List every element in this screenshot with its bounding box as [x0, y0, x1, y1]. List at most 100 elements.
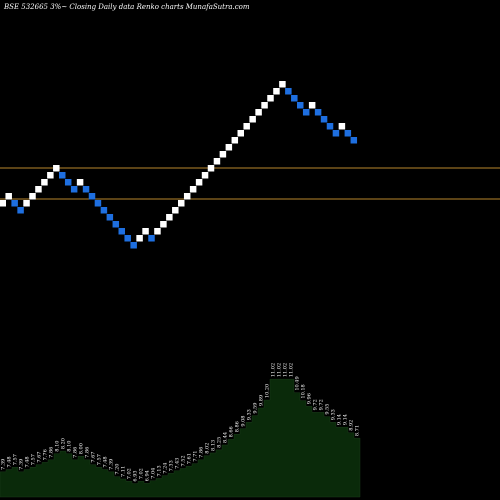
renko-brick	[94, 200, 102, 207]
volume-data-label: 10.20	[265, 384, 271, 398]
volume-data-label: 8.44	[223, 432, 229, 443]
renko-brick	[195, 179, 203, 186]
renko-brick	[23, 200, 30, 207]
renko-brick	[35, 186, 42, 193]
renko-brick	[201, 172, 209, 179]
volume-data-label: 10.49	[295, 376, 301, 390]
renko-brick	[183, 193, 191, 200]
renko-brick	[17, 207, 24, 214]
renko-brick	[332, 130, 340, 137]
renko-brick	[41, 179, 48, 186]
volume-data-label: 8.10	[67, 441, 73, 452]
volume-area	[0, 378, 361, 498]
renko-brick	[231, 137, 239, 144]
renko-brick	[88, 193, 96, 200]
renko-brick	[64, 179, 72, 186]
renko-brick	[219, 151, 227, 158]
renko-brick	[29, 193, 36, 200]
renko-brick	[106, 214, 114, 221]
renko-bricks	[0, 81, 358, 249]
volume-data-label: 8.71	[355, 425, 361, 436]
volume-data-label: 7.33	[169, 460, 175, 471]
volume-data-label: 7.48	[7, 456, 13, 467]
renko-brick	[189, 186, 197, 193]
renko-brick	[350, 137, 358, 144]
renko-brick	[47, 172, 54, 179]
volume-data-label: 9.72	[313, 399, 319, 410]
volume-data-label: 7.02	[127, 468, 133, 479]
volume-data-label: 7.39	[109, 459, 115, 470]
volume-data-label: 11.02	[289, 363, 295, 377]
volume-data-label: 8.25	[217, 437, 223, 448]
volume-data-label: 8.20	[61, 438, 67, 449]
volume-data-label: 7.67	[37, 452, 43, 463]
volume-data-label: 7.86	[85, 447, 91, 458]
volume-area-shape	[0, 378, 361, 498]
volume-data-label: 7.24	[163, 463, 169, 474]
volume-data-label: 11.02	[277, 363, 283, 377]
volume-data-label: 7.71	[193, 451, 199, 462]
renko-brick	[118, 228, 125, 235]
chart-title: BSE 532665 3%~ Closing Daily data Renko …	[3, 3, 250, 11]
renko-brick	[172, 207, 179, 214]
renko-brick	[53, 165, 60, 172]
volume-data-label: 7.61	[187, 453, 193, 464]
volume-data-label: 6.94	[145, 470, 151, 481]
volume-data-label: 8.86	[235, 421, 241, 432]
volume-data-label: 8.02	[205, 443, 211, 454]
renko-brick	[225, 144, 233, 151]
volume-data-label: 11.02	[283, 363, 289, 377]
renko-brick	[59, 172, 66, 179]
volume-labels: 7.39 7.48 7.57 7.39 7.48 7.57 7.67 7.76 7.868.10…	[1, 363, 361, 482]
volume-data-label: 7.57	[31, 454, 37, 465]
renko-brick	[142, 228, 149, 235]
renko-brick	[76, 179, 84, 186]
volume-data-label: 7.57	[97, 454, 103, 465]
volume-data-label: 7.67	[91, 452, 97, 463]
volume-data-label: 7.02	[139, 468, 145, 479]
renko-brick	[338, 123, 346, 130]
renko-brick	[136, 235, 143, 242]
volume-data-label: 7.86	[73, 447, 79, 458]
volume-data-label: 9.33	[331, 409, 337, 420]
volume-data-label: 7.48	[103, 456, 109, 467]
renko-brick	[112, 221, 120, 228]
volume-data-label: 7.20	[115, 464, 121, 475]
volume-data-label: 7.43	[175, 458, 181, 469]
renko-brick	[130, 242, 137, 249]
renko-brick	[314, 109, 322, 116]
renko-brick	[297, 102, 304, 109]
renko-brick	[285, 88, 292, 95]
renko-brick	[166, 214, 173, 221]
volume-data-label: 7.86	[49, 447, 55, 458]
volume-data-label: 9.14	[337, 414, 343, 425]
renko-brick	[207, 165, 215, 172]
volume-data-label: 7.76	[43, 449, 49, 460]
volume-data-label: 7.86	[199, 447, 205, 458]
volume-data-label: 9.08	[241, 416, 247, 427]
volume-data-label: 6.93	[133, 470, 139, 481]
volume-data-label: 9.14	[343, 414, 349, 425]
volume-data-label: 9.55	[325, 404, 331, 415]
renko-brick	[279, 81, 286, 88]
renko-brick	[82, 186, 90, 193]
renko-brick	[261, 102, 268, 109]
volume-data-label: 9.72	[319, 399, 325, 410]
renko-brick	[70, 186, 78, 193]
renko-brick	[344, 130, 352, 137]
volume-data-label: 9.59	[253, 403, 259, 414]
renko-brick	[308, 102, 316, 109]
volume-data-label: 7.11	[121, 466, 127, 477]
volume-data-label: 8.92	[349, 420, 355, 431]
renko-brick	[154, 228, 161, 235]
volume-data-label: 8.66	[229, 426, 235, 437]
volume-data-label: 9.96	[307, 393, 313, 404]
volume-data-label: 9.89	[259, 395, 265, 406]
volume-data-label: 7.57	[13, 454, 19, 465]
volume-data-label: 8.00	[79, 443, 85, 454]
volume-data-label: 8.13	[211, 440, 217, 451]
volume-data-label: 10.18	[301, 384, 307, 398]
